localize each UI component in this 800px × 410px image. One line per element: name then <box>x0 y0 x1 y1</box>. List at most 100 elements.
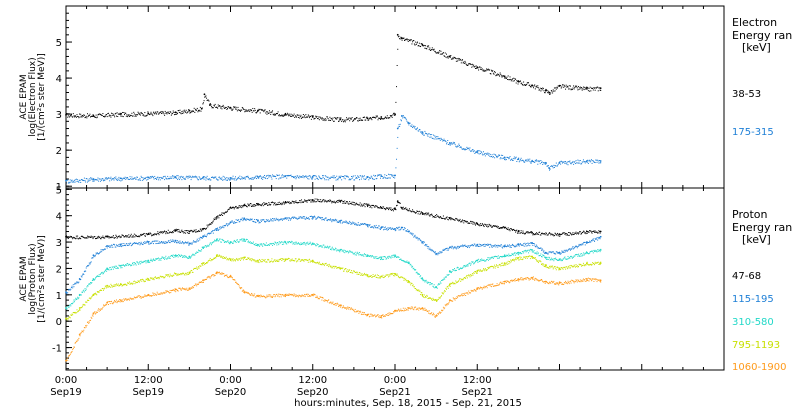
data-point <box>227 106 229 108</box>
data-point <box>181 241 183 243</box>
data-point <box>375 256 377 258</box>
data-point <box>490 224 492 226</box>
data-point <box>68 181 70 183</box>
data-point <box>268 244 270 246</box>
data-point <box>351 251 353 253</box>
data-point <box>261 203 263 205</box>
data-point <box>470 63 472 65</box>
data-point <box>76 181 78 183</box>
data-point <box>492 156 494 158</box>
data-point <box>535 252 537 254</box>
data-point <box>511 244 513 246</box>
data-point <box>443 248 445 250</box>
data-point <box>169 176 171 178</box>
data-point <box>207 179 209 181</box>
data-point <box>461 267 463 269</box>
data-point <box>545 232 547 234</box>
data-point <box>547 253 549 255</box>
data-point <box>483 259 485 261</box>
data-point <box>366 176 368 178</box>
data-point <box>235 258 237 260</box>
data-point <box>376 258 378 260</box>
data-point <box>188 273 190 275</box>
data-point <box>109 286 111 288</box>
data-point <box>596 161 598 163</box>
data-point <box>78 297 80 299</box>
data-point <box>592 160 594 162</box>
data-point <box>306 176 308 178</box>
data-point <box>158 234 160 236</box>
data-point <box>304 199 306 201</box>
data-point <box>302 242 304 244</box>
data-point <box>492 245 494 247</box>
data-point <box>143 233 145 235</box>
data-point <box>136 261 138 263</box>
data-point <box>355 177 357 179</box>
data-point <box>143 115 145 117</box>
data-point <box>164 257 166 259</box>
data-point <box>452 246 454 248</box>
data-point <box>212 241 214 243</box>
data-point <box>473 262 475 264</box>
data-point <box>159 179 161 181</box>
data-point <box>581 87 583 89</box>
data-point <box>152 243 154 245</box>
data-point <box>566 258 568 260</box>
data-point <box>85 116 87 118</box>
data-point <box>275 242 277 244</box>
data-point <box>592 89 594 91</box>
data-point <box>120 236 122 238</box>
data-point <box>359 119 361 121</box>
data-point <box>178 254 180 256</box>
data-point <box>289 260 291 262</box>
data-point <box>570 233 572 235</box>
data-point <box>350 222 352 224</box>
data-point <box>520 157 522 159</box>
data-point <box>104 177 106 179</box>
data-point <box>91 280 93 282</box>
data-point <box>230 260 232 262</box>
data-point <box>115 267 117 269</box>
data-point <box>273 114 275 116</box>
data-point <box>514 229 516 231</box>
data-point <box>258 262 260 264</box>
data-point <box>216 229 218 231</box>
data-point <box>600 236 602 238</box>
data-point <box>259 204 261 206</box>
data-point <box>228 177 230 179</box>
data-point <box>470 263 472 265</box>
data-point <box>557 259 559 261</box>
data-point <box>325 246 327 248</box>
data-point <box>468 147 470 149</box>
data-point <box>148 241 150 243</box>
data-point <box>302 216 304 218</box>
data-point <box>371 176 373 178</box>
data-point <box>151 259 153 261</box>
data-point <box>295 115 297 117</box>
data-point <box>111 245 113 247</box>
data-point <box>215 240 217 242</box>
data-point <box>579 230 581 232</box>
data-point <box>201 237 203 239</box>
data-point <box>209 242 211 244</box>
data-point <box>256 111 258 113</box>
data-point <box>117 236 119 238</box>
data-point <box>206 177 208 179</box>
data-point <box>334 202 336 204</box>
data-point <box>239 178 241 180</box>
data-point <box>222 257 224 259</box>
data-point <box>456 58 458 60</box>
data-point <box>549 251 551 253</box>
data-point <box>355 177 357 179</box>
data-point <box>381 207 383 209</box>
data-point <box>256 175 258 177</box>
data-point <box>90 236 92 238</box>
data-point <box>204 246 206 248</box>
data-point <box>389 115 391 117</box>
data-point <box>488 257 490 259</box>
data-point <box>255 219 257 221</box>
data-point <box>317 244 319 246</box>
data-point <box>183 274 185 276</box>
data-point <box>111 115 113 117</box>
data-point <box>294 216 296 218</box>
